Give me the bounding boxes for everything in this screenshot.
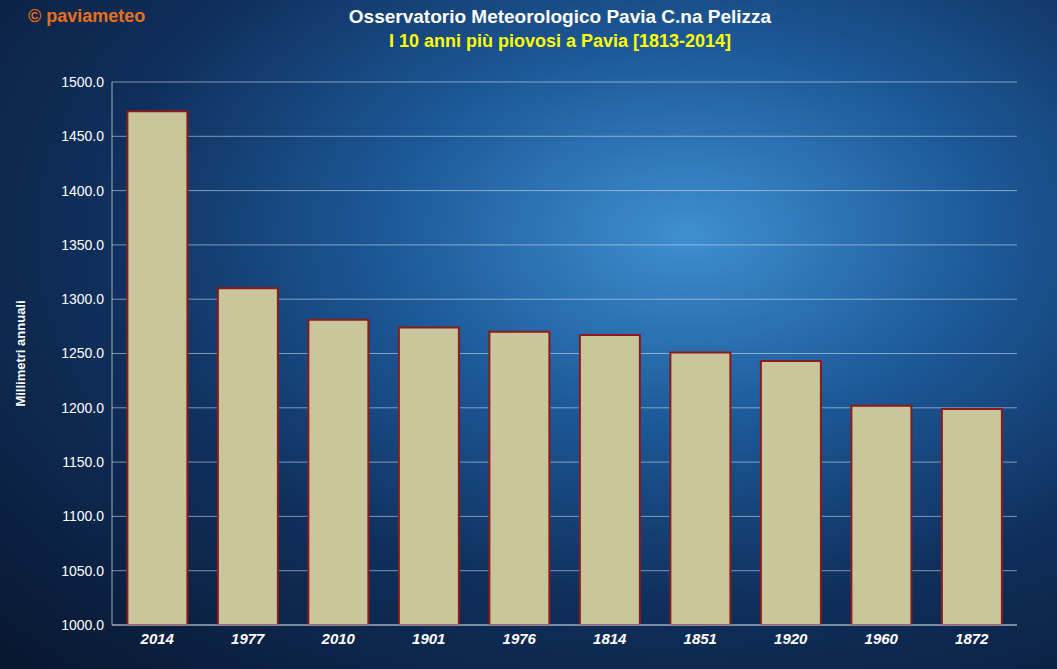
svg-text:1814: 1814 <box>593 630 627 647</box>
svg-text:1000.0: 1000.0 <box>61 617 104 633</box>
svg-text:Millimetri annuali: Millimetri annuali <box>13 300 28 406</box>
html-text:Osservatorio Meteorologico Pav: Osservatorio Meteorologico Pavia C.na Pe… <box>348 6 772 27</box>
svg-text:1300.0: 1300.0 <box>61 291 104 307</box>
svg-text:1400.0: 1400.0 <box>61 183 104 199</box>
svg-text:1977: 1977 <box>231 630 265 647</box>
html-text:I 10 anni più piovosi a Pavia: I 10 anni più piovosi a Pavia [1813-2014… <box>388 31 732 51</box>
svg-text:1872: 1872 <box>955 630 989 647</box>
svg-text:1250.0: 1250.0 <box>61 345 104 361</box>
svg-text:1960: 1960 <box>865 630 899 647</box>
svg-text:1150.0: 1150.0 <box>62 454 104 470</box>
html-text:© paviameteo: © paviameteo <box>28 6 146 26</box>
svg-text:2014: 2014 <box>140 630 175 647</box>
svg-text:1350.0: 1350.0 <box>61 237 104 253</box>
svg-text:1450.0: 1450.0 <box>61 128 104 144</box>
svg-text:1100.0: 1100.0 <box>62 508 104 524</box>
svg-text:2010: 2010 <box>321 630 356 647</box>
svg-text:1200.0: 1200.0 <box>61 400 104 416</box>
svg-text:1901: 1901 <box>412 630 445 647</box>
svg-text:1976: 1976 <box>503 630 537 647</box>
svg-text:1500.0: 1500.0 <box>61 74 104 90</box>
svg-text:1851: 1851 <box>684 630 717 647</box>
svg-text:1050.0: 1050.0 <box>61 563 104 579</box>
svg-text:1920: 1920 <box>774 630 808 647</box>
